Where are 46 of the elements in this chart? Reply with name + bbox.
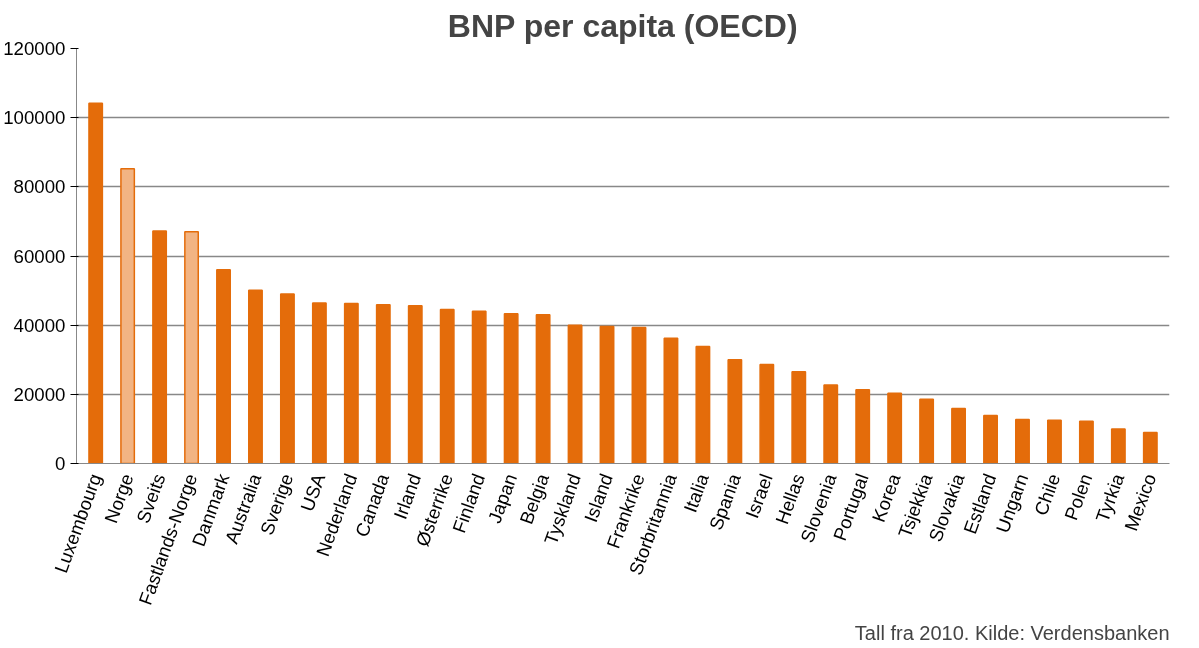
bar xyxy=(983,414,998,464)
bar xyxy=(184,231,200,464)
bar xyxy=(88,102,104,464)
bar xyxy=(1046,419,1062,464)
bar xyxy=(1110,428,1126,464)
bar xyxy=(887,392,903,464)
bar xyxy=(152,230,168,464)
bar xyxy=(311,302,327,464)
bar xyxy=(759,363,775,464)
bar xyxy=(1078,420,1094,464)
bar xyxy=(1015,418,1030,464)
bar xyxy=(120,168,136,464)
y-tick-label: 80000 xyxy=(13,176,66,198)
y-tick-label: 0 xyxy=(55,453,66,474)
bar xyxy=(951,407,967,464)
bar xyxy=(503,313,519,464)
y-tick-label: 40000 xyxy=(13,314,66,336)
x-tick-label: Italia xyxy=(679,470,713,516)
bar xyxy=(279,293,295,464)
y-tick-label: 100000 xyxy=(3,107,66,129)
bar xyxy=(216,269,231,464)
bar xyxy=(439,308,455,464)
bar xyxy=(567,324,583,464)
x-tick-label: Israel xyxy=(741,470,777,521)
text: Tall fra 2010. Kilde: Verdensbanken xyxy=(854,621,1170,644)
bar xyxy=(823,384,839,464)
bar xyxy=(343,302,359,464)
bar xyxy=(1142,431,1158,464)
bar xyxy=(248,289,263,464)
bar xyxy=(631,326,647,464)
y-tick-label: 60000 xyxy=(13,245,66,267)
bar xyxy=(919,398,935,464)
bar xyxy=(535,314,551,464)
bar xyxy=(695,345,711,464)
bar xyxy=(599,325,615,464)
bar xyxy=(407,305,423,464)
bar xyxy=(727,359,743,464)
x-tick-label: Chile xyxy=(1030,470,1065,519)
y-tick-label: 20000 xyxy=(13,383,66,405)
y-tick-label: 120000 xyxy=(3,38,66,59)
bar xyxy=(471,310,487,464)
bar xyxy=(791,371,807,464)
bar xyxy=(855,389,871,464)
bar xyxy=(663,337,679,464)
chart-title: BNP per capita (OECD) xyxy=(447,7,798,44)
bar xyxy=(375,304,391,464)
